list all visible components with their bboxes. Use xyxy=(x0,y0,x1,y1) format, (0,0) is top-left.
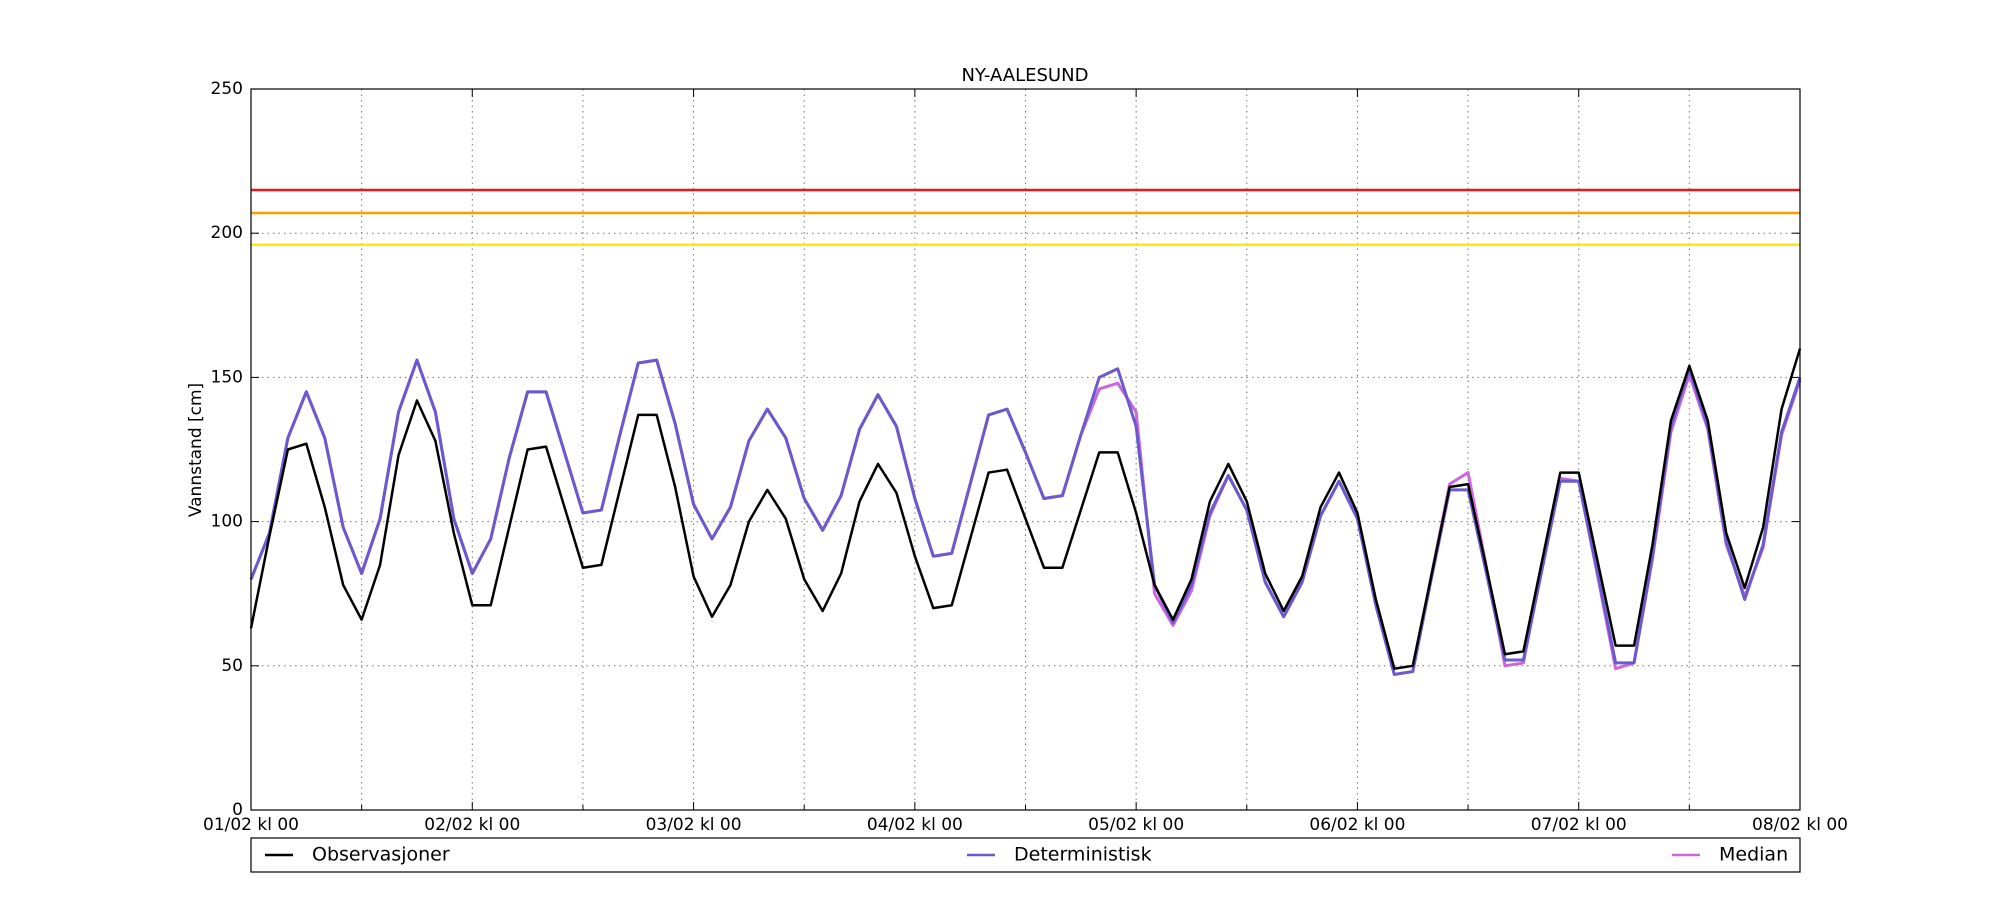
x-tick-label: 04/02 kl 00 xyxy=(867,815,963,835)
legend-box xyxy=(250,837,1801,873)
y-tick-label: 0 xyxy=(232,800,243,820)
x-tick-label: 03/02 kl 00 xyxy=(646,815,742,835)
series-line xyxy=(249,358,1802,676)
x-tick-label: 06/02 kl 00 xyxy=(1309,815,1405,835)
y-tick-label: 50 xyxy=(221,656,243,676)
y-axis-label: Vannstand [cm] xyxy=(186,383,206,517)
chart-title: NY-AALESUND xyxy=(962,65,1089,86)
series-line xyxy=(249,348,1802,670)
x-tick-label: 01/02 kl 00 xyxy=(203,815,299,835)
plot-frame xyxy=(250,88,1801,811)
y-tick-label: 100 xyxy=(211,512,243,532)
legend-label: Deterministisk xyxy=(1014,844,1152,866)
y-tick-label: 200 xyxy=(211,223,243,243)
y-tick-label: 250 xyxy=(211,79,243,99)
x-tick-label: 05/02 kl 00 xyxy=(1088,815,1184,835)
x-tick-label: 08/02 kl 00 xyxy=(1752,815,1848,835)
x-tick-label: 02/02 kl 00 xyxy=(424,815,520,835)
legend-label: Median xyxy=(1719,844,1788,866)
x-tick-label: 07/02 kl 00 xyxy=(1531,815,1627,835)
legend-label: Observasjoner xyxy=(312,844,450,866)
y-tick-label: 150 xyxy=(211,367,243,387)
